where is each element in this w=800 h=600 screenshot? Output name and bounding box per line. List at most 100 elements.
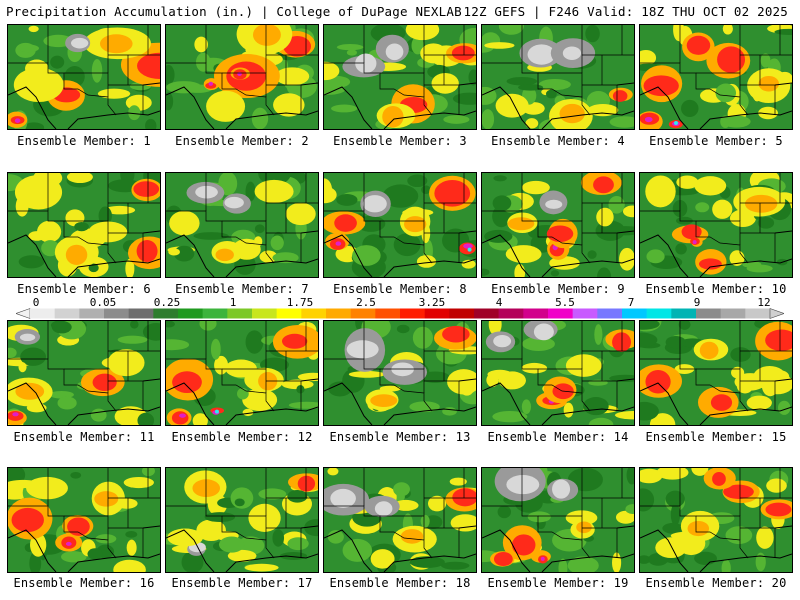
state-boundary xyxy=(142,378,160,382)
precip-light_gray-area xyxy=(195,185,218,199)
precip-light-green-area xyxy=(288,401,318,409)
precip-light-green-area xyxy=(412,326,433,349)
precip-yellow-area xyxy=(614,411,634,420)
member-map-19 xyxy=(481,467,635,573)
coastline xyxy=(166,234,215,277)
precip-light-green-area xyxy=(272,252,299,264)
precip-dark-green-area xyxy=(125,531,138,538)
precip-dark-green-area xyxy=(193,232,229,240)
precip-red-area xyxy=(171,411,189,425)
precip-dark-green-area xyxy=(234,498,245,507)
precip-yellow-area xyxy=(656,468,689,480)
state-boundary xyxy=(616,230,634,234)
precip-yellow-area xyxy=(694,176,727,196)
precip-yellow-area xyxy=(734,373,766,391)
precip-red-area xyxy=(765,502,792,517)
precip-yellow-area xyxy=(427,495,447,512)
precip-orange-area xyxy=(745,194,778,213)
precip-yellow-area xyxy=(281,379,314,390)
precip-light-green-area xyxy=(8,347,17,359)
member-label: Ensemble Member: 13 xyxy=(329,430,471,444)
precip-orange-area xyxy=(215,248,234,262)
precip-dark-green-area xyxy=(166,321,175,328)
member-map-6 xyxy=(7,172,161,278)
state-boundary xyxy=(300,525,318,529)
precip-magenta-area xyxy=(208,81,214,86)
precip-dark-green-area xyxy=(382,184,419,208)
colorbar-swatch xyxy=(572,308,598,319)
precip-orange-area xyxy=(94,491,119,507)
precip-light-green-area xyxy=(270,235,284,251)
precip-light-green-area xyxy=(420,514,430,528)
precip-yellow-area xyxy=(125,258,135,277)
precip-dark-green-area xyxy=(137,412,155,425)
precip-light-green-area xyxy=(695,202,710,213)
coastline xyxy=(541,406,634,425)
precip-yellow-area xyxy=(461,259,476,269)
precip-dark-green-area xyxy=(678,321,691,330)
member-label: Ensemble Member: 12 xyxy=(171,430,313,444)
member-label: Ensemble Member: 14 xyxy=(487,430,629,444)
member-label: Ensemble Member: 3 xyxy=(333,134,467,148)
precip-light_gray-area xyxy=(562,46,582,61)
precip-magenta-area xyxy=(692,240,697,245)
state-boundary xyxy=(166,505,275,559)
colorbar-tick-label: 12 xyxy=(757,296,771,309)
precip-light-green-area xyxy=(210,338,221,360)
state-boundary xyxy=(482,505,591,559)
colorbar-min-arrow xyxy=(16,308,31,319)
precip-yellow-area xyxy=(65,209,85,227)
coastline xyxy=(166,86,215,129)
colorbar-max-arrow xyxy=(769,308,784,319)
precip-dark-green-area xyxy=(393,233,421,257)
precip-dark-green-area xyxy=(70,471,82,479)
state-boundary xyxy=(142,82,160,86)
state-boundary xyxy=(142,230,160,234)
precip-red-area xyxy=(136,240,158,263)
state-boundary xyxy=(142,525,160,529)
precip-red-area xyxy=(511,534,536,556)
precip-light-green-area xyxy=(588,379,608,386)
coastline xyxy=(640,234,689,277)
state-boundary xyxy=(8,505,117,559)
precip-orange-area xyxy=(687,520,710,537)
state-boundary xyxy=(324,505,433,559)
precip-yellow-area xyxy=(13,67,64,103)
state-boundary xyxy=(616,378,634,382)
colorbar-swatch xyxy=(474,308,499,319)
precip-light_gray-area xyxy=(330,488,356,508)
precip-yellow-area xyxy=(676,175,699,189)
coastline xyxy=(640,86,689,129)
precip-light-green-area xyxy=(442,407,457,416)
precip-yellow-area xyxy=(640,468,663,484)
precip-light_gray-area xyxy=(533,323,554,341)
precip-light-green-area xyxy=(567,556,599,572)
colorbar-swatch xyxy=(646,308,672,319)
member-label: Ensemble Member: 16 xyxy=(13,576,155,590)
member-map-16 xyxy=(7,467,161,573)
precip-red-area xyxy=(686,35,711,55)
member-label: Ensemble Member: 2 xyxy=(175,134,309,148)
precip-dark-green-area xyxy=(757,216,775,229)
precip-yellow-area xyxy=(712,199,733,219)
precip-dark-green-area xyxy=(670,503,681,526)
coastline xyxy=(8,234,57,277)
precip-yellow-area xyxy=(169,210,200,236)
member-map-18 xyxy=(323,467,477,573)
precip-dark-green-area xyxy=(730,347,751,362)
coastline xyxy=(8,382,57,425)
coastline xyxy=(67,110,160,129)
precip-dark-green-area xyxy=(550,270,560,277)
precip-yellow-area xyxy=(563,402,574,418)
precip-yellow-area xyxy=(612,552,622,572)
precip-magenta-area xyxy=(179,413,186,418)
precip-orange-area xyxy=(559,103,585,124)
precip-dark-green-area xyxy=(640,555,651,564)
precip-yellow-area xyxy=(327,468,339,476)
precip-yellow-area xyxy=(104,205,136,215)
member-label: Ensemble Member: 4 xyxy=(491,134,625,148)
precip-light_gray-area xyxy=(224,196,244,209)
member-map-12 xyxy=(165,320,319,426)
precip-orange-area xyxy=(400,529,424,544)
precip-dark-green-area xyxy=(681,99,699,118)
